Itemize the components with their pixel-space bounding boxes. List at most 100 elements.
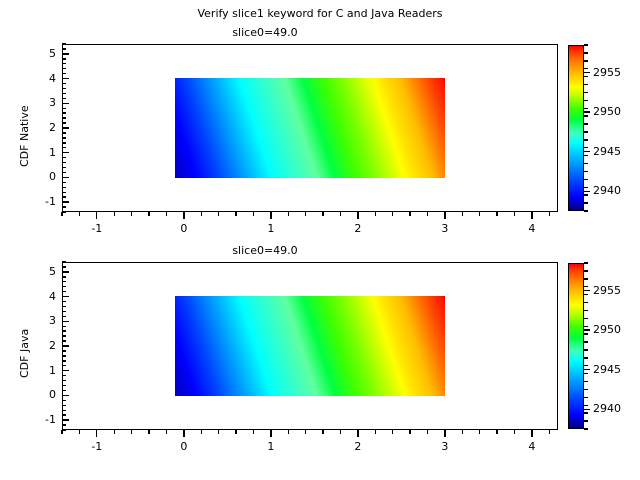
panel2-x-tick-minor: [496, 430, 498, 434]
panel2-x-tick-minor: [374, 430, 376, 434]
panel2-colorbar-tick-minor: [584, 365, 588, 367]
panel1-y-ticklabel: 0: [49, 170, 56, 184]
panel2-colorbar: [568, 263, 584, 429]
panel2-x-ticklabel: 2: [354, 440, 362, 453]
panel1-y-tick-major: [62, 77, 69, 80]
panel1-x-tick-minor: [235, 212, 237, 216]
panel2-colorbar-tick-minor: [584, 341, 588, 343]
panel1-x-ticklabel: 3: [441, 222, 449, 235]
panel2-y-tick-minor: [62, 281, 66, 283]
panel1-colorbar-tick-minor: [584, 60, 588, 62]
panel1-subtitle: slice0=49.0: [232, 26, 298, 39]
panel2-x-tick-minor: [409, 430, 411, 434]
panel1-colorbar-tick-minor: [584, 131, 588, 133]
panel1-x-tick-minor: [426, 212, 429, 216]
panel2-y-tick-minor: [62, 325, 66, 327]
panel1-colorbar-ticklabel: 2950: [593, 105, 621, 119]
panel1-y-tick-minor: [62, 72, 66, 75]
panel1-colorbar-ticklabel: 2955: [593, 65, 621, 79]
panel2-y-tick-minor: [62, 374, 66, 377]
panel2-x-tick-minor: [217, 430, 220, 434]
panel1-y-tick-minor: [62, 142, 66, 144]
panel1-y-tick-minor: [62, 206, 66, 208]
panel2-x-tick-major: [183, 430, 185, 437]
panel2-colorbar-ticklabel: 2950: [593, 323, 621, 337]
panel1-y-tick-major: [62, 152, 69, 154]
panel1-heatmap-image: [175, 78, 445, 178]
panel1-x-tick-minor: [339, 212, 342, 216]
panel2-y-tick-minor: [62, 300, 66, 303]
panel2-y-ticklabel: 2: [49, 339, 56, 352]
panel1-x-tick-minor: [322, 212, 324, 216]
panel2-y-tick-minor: [62, 340, 66, 342]
panel1-x-ticklabel: 4: [528, 222, 536, 235]
panel1-x-tick-minor: [148, 212, 150, 216]
panel2-colorbar-tick-minor: [584, 428, 588, 430]
panel1-y-tick-minor: [62, 48, 66, 50]
panel1-colorbar-tick-minor: [584, 194, 588, 196]
panel2-y-tick-minor: [62, 310, 66, 313]
panel2-x-tick-minor: [287, 430, 289, 434]
panel1-y-tick-minor: [62, 112, 66, 114]
panel1-y-tick-minor: [62, 186, 66, 188]
panel1-colorbar-tick-major: [584, 111, 590, 113]
panel1-colorbar-tick-minor: [584, 91, 588, 94]
panel2-colorbar-tick-minor: [584, 349, 588, 351]
panel1-y-ticklabel: 4: [49, 71, 56, 85]
panel1-colorbar-tick-minor: [584, 115, 588, 117]
panel1-y-tick-minor: [62, 161, 66, 164]
panel1-y-ticklabel: 1: [49, 145, 56, 159]
panel2-x-tick-major: [357, 430, 359, 437]
panel2-y-tick-minor: [62, 424, 66, 426]
panel2-colorbar-tick-minor: [584, 412, 588, 414]
panel2-x-tick-minor: [548, 430, 550, 434]
panel2-y-tick-minor: [62, 365, 66, 367]
panel1-y-tick-minor: [62, 132, 66, 134]
panel2-y-tick-major: [62, 394, 69, 397]
panel2-y-tick-minor: [62, 360, 66, 362]
panel2-y-ticklabel: 3: [49, 314, 56, 328]
panel1-colorbar-tick-major: [584, 190, 590, 192]
panel2-y-ticklabel: -1: [45, 413, 56, 427]
panel1-x-tick-minor: [61, 212, 63, 216]
panel2-y-tick-minor: [62, 429, 66, 431]
panel2-y-tick-minor: [62, 290, 66, 293]
panel1-gradient: [175, 78, 445, 178]
panel1-y-tick-minor: [62, 58, 66, 60]
panel1-y-ticklabel: 3: [49, 96, 56, 110]
panel1-x-tick-major: [444, 212, 446, 219]
panel2-y-tick-major: [62, 345, 69, 347]
panel2-x-tick-major: [531, 430, 533, 437]
panel1-x-tick-minor: [496, 212, 498, 216]
panel1-y-tick-minor: [62, 68, 66, 70]
panel2-x-ticklabel: 4: [528, 440, 536, 453]
panel1-y-tick-minor: [62, 87, 66, 90]
panel2-colorbar-ticklabel: 2955: [593, 283, 621, 297]
panel2-colorbar-tick-minor: [584, 286, 588, 288]
panel1-y-tick-major: [62, 201, 69, 203]
panel2-y-tick-minor: [62, 261, 66, 263]
panel1-x-tick-minor: [217, 212, 220, 216]
panel1-y-tick-major: [62, 176, 69, 179]
panel2-y-tick-minor: [62, 384, 66, 387]
panel2-y-tick-major: [62, 370, 69, 372]
panel2-heatmap-image: [175, 296, 445, 396]
panel2-y-tick-major: [62, 271, 69, 273]
panel1-colorbar-tick-minor: [584, 202, 588, 204]
panel1-x-tick-major: [270, 212, 272, 219]
panel2-y-ticklabel: 1: [49, 363, 56, 377]
figure-title: Verify slice1 keyword for C and Java Rea…: [197, 7, 443, 20]
panel2-y-tick-minor: [62, 414, 66, 416]
panel2-y-tick-major: [62, 320, 69, 322]
panel1-x-tick-minor: [513, 212, 516, 216]
panel2-x-tick-minor: [339, 430, 342, 434]
panel1-x-tick-major: [357, 212, 359, 219]
panel2-y-ticklabel: 4: [49, 289, 56, 303]
panel1-x-tick-minor: [130, 212, 133, 216]
panel1-y-tick-minor: [62, 181, 66, 184]
panel1-colorbar-tick-major: [584, 151, 590, 153]
panel1-y-tick-minor: [62, 196, 66, 198]
panel1-x-tick-minor: [287, 212, 289, 216]
panel2-x-tick-major: [96, 430, 98, 437]
panel1-x-tick-minor: [391, 212, 394, 216]
